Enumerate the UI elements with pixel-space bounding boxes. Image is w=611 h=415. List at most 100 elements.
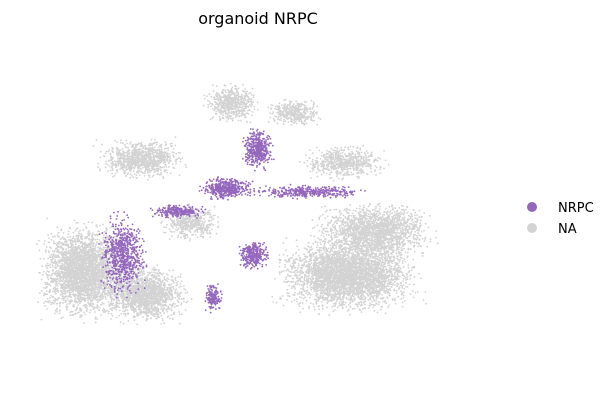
point-na [158,271,161,274]
point-na [66,252,68,254]
point-na [71,281,74,284]
point-na [162,310,164,313]
point-na [61,256,64,259]
point-na [68,290,71,292]
point-na [109,288,111,290]
point-na [53,255,56,258]
point-na [93,263,96,266]
point-na [95,260,98,263]
point-na [132,286,135,289]
point-na [52,253,55,256]
point-na [69,314,72,317]
point-na [86,274,88,276]
point-na [88,251,91,254]
point-na [91,232,94,235]
point-na [56,263,59,266]
point-na [46,283,49,286]
point-na [67,233,70,236]
point-na [170,307,172,310]
point-na [115,305,118,308]
point-na [56,255,59,258]
point-na [46,308,48,310]
point-na [152,309,155,312]
point-na [82,248,85,251]
point-na [56,234,59,236]
point-na [62,276,65,279]
point-na [59,305,61,307]
point-na [46,285,49,288]
point-na [110,281,112,284]
point-na [169,288,171,291]
point-na [50,253,53,256]
point-na [39,292,41,295]
point-na [46,262,49,265]
point-na [76,284,79,287]
point-na [182,297,185,300]
point-na [172,302,175,305]
point-na [54,285,57,287]
point-na [157,300,160,303]
point-na [98,248,101,251]
point-na [162,272,165,275]
point-na [70,279,72,282]
point-na [97,276,100,279]
point-na [50,232,53,235]
point-na [70,277,72,280]
point-na [100,285,103,287]
point-na [93,287,96,290]
point-na [99,306,101,309]
point-na [74,286,77,289]
point-na [153,305,156,308]
point-na [84,261,87,263]
point-na [52,240,55,243]
point-na [102,236,105,239]
point-na [52,235,54,238]
point-na [148,307,151,309]
point-na [172,313,175,316]
point-na [38,271,41,274]
point-na [106,235,108,238]
point-na [74,297,77,299]
point-na [170,290,173,293]
point-na [60,229,63,232]
point-na [57,249,60,251]
point-na [53,242,55,245]
point-na [77,276,79,279]
point-na [67,280,69,282]
point-na [144,307,147,310]
point-na [105,262,107,265]
point-na [112,302,115,305]
point-na [42,257,45,260]
point-na [90,296,93,299]
point-na [130,300,133,303]
point-na [55,287,58,290]
point-na [140,270,143,272]
point-na [91,299,94,302]
point-na [56,310,58,313]
point-na [130,308,133,311]
point-na [53,249,56,252]
point-na [72,277,75,280]
point-na [61,285,64,287]
point-na [130,305,133,308]
point-na [171,318,174,321]
point-na [156,282,159,285]
point-na [79,229,81,232]
point-na [107,312,110,315]
point-na [101,301,104,304]
point-na [78,311,80,314]
point-na [170,304,173,307]
point-na [67,282,69,284]
point-na [45,264,48,267]
point-na [109,303,112,306]
point-na [74,275,77,278]
point-na [78,264,80,267]
point-na [176,296,179,298]
point-na [170,298,173,301]
point-na [161,317,164,320]
point-na [54,297,57,300]
point-na [90,255,93,258]
point-na [97,278,100,280]
point-na [133,279,136,282]
